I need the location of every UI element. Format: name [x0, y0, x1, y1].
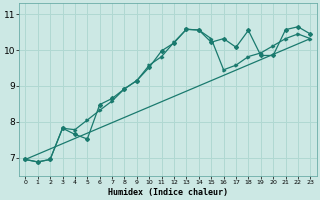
- X-axis label: Humidex (Indice chaleur): Humidex (Indice chaleur): [108, 188, 228, 197]
